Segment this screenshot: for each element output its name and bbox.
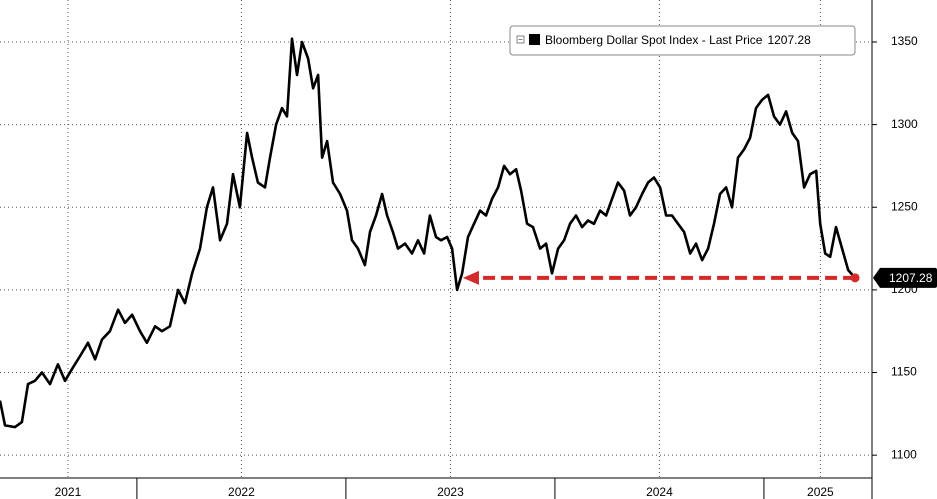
x-tick-label: 2024 bbox=[646, 485, 673, 499]
arrow-head bbox=[462, 270, 479, 285]
legend-swatch bbox=[529, 34, 540, 45]
legend-name: Bloomberg Dollar Spot Index - Last Price bbox=[545, 33, 763, 47]
y-tick-label: 1250 bbox=[891, 199, 918, 213]
legend-label: Bloomberg Dollar Spot Index - Last Price… bbox=[545, 33, 811, 47]
y-tick-label: 1300 bbox=[891, 117, 918, 131]
last-value-label: 1207.28 bbox=[889, 271, 933, 285]
last-value-box bbox=[873, 267, 937, 288]
legend-last-value: 1207.28 bbox=[767, 33, 811, 47]
x-tick-label: 2021 bbox=[55, 485, 82, 499]
line bbox=[0, 37, 857, 429]
x-tick-label: 2022 bbox=[228, 485, 255, 499]
y-tick-label: 1350 bbox=[891, 34, 918, 48]
y-tick-label: 1100 bbox=[891, 447, 917, 461]
x-tick-label: 2023 bbox=[437, 485, 464, 499]
legend-box bbox=[509, 25, 856, 56]
x-tick-label: 2025 bbox=[807, 485, 834, 499]
end-dot bbox=[850, 273, 860, 283]
legend: Bloomberg Dollar Spot Index - Last Price… bbox=[509, 25, 856, 56]
y-tick-label: 1150 bbox=[891, 365, 917, 379]
